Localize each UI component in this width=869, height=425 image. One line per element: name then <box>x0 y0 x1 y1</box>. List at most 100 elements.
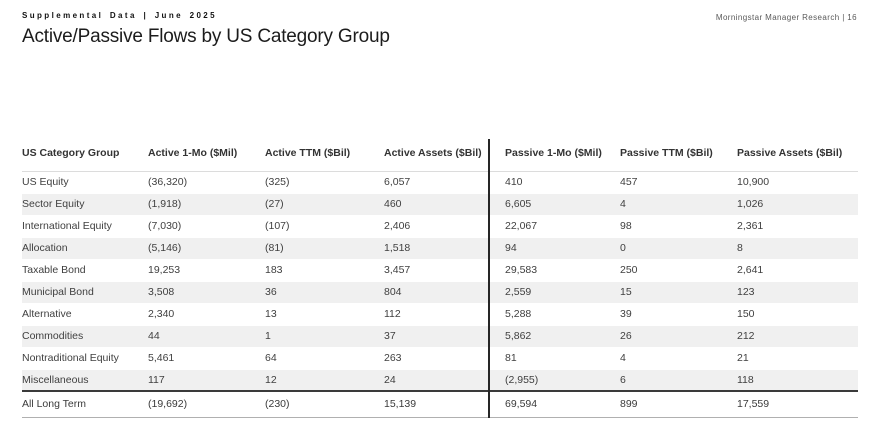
value-cell: 263 <box>384 351 402 364</box>
category-cell: Commodities <box>22 324 148 348</box>
value-cell: 15 <box>620 280 737 304</box>
category-cell: Allocation <box>22 236 148 260</box>
table-row: Miscellaneous 117 12 24 (2,955) 6 118 <box>22 368 858 392</box>
value-cell: 39 <box>620 307 632 320</box>
column-header: Passive 1-Mo ($Mil) <box>505 140 620 172</box>
value-cell: 12 <box>265 368 384 392</box>
value-cell: 2,361 <box>737 219 764 232</box>
value-cell: 2,406 <box>384 219 411 232</box>
total-value-cell: 17,559 <box>737 390 858 418</box>
value-cell: (81) <box>265 236 384 260</box>
category-cell: Municipal Bond <box>22 280 148 304</box>
value-cell: 1,026 <box>737 192 858 216</box>
table-row: Nontraditional Equity 5,461 64 263 81 4 21 <box>22 347 858 369</box>
value-cell: (107) <box>265 219 290 232</box>
value-cell: 212 <box>737 324 858 348</box>
column-header: Passive TTM ($Bil) <box>620 140 737 172</box>
table-row: US Equity (36,320) (325) 6,057 410 457 10,900 <box>22 171 858 193</box>
value-cell: 4 <box>620 192 737 216</box>
value-cell: (36,320) <box>148 175 188 188</box>
page-reference: Morningstar Manager Research | 16 <box>715 13 857 22</box>
value-cell: 94 <box>505 236 620 260</box>
value-cell: 19,253 <box>148 263 181 276</box>
table-row: International Equity (7,030) (107) 2,406 22,… <box>22 215 858 237</box>
value-cell: 410 <box>505 175 523 188</box>
value-cell: 64 <box>265 351 277 364</box>
total-value-cell: (19,692) <box>148 390 265 418</box>
flows-table: US Category Group Active 1-Mo ($Mil) Activ… <box>22 140 858 418</box>
table-row: Sector Equity (1,918) (27) 460 6,605 4 1,026 <box>22 192 858 216</box>
value-cell: 26 <box>620 324 737 348</box>
page-title: Active/Passive Flows by US Category Grou… <box>22 26 390 47</box>
value-cell: 250 <box>620 263 638 276</box>
column-header: US Category Group <box>22 140 148 172</box>
value-cell: 6,605 <box>505 192 620 216</box>
total-value-cell: 69,594 <box>505 390 620 418</box>
value-cell: 1 <box>265 324 384 348</box>
value-cell: 0 <box>620 236 737 260</box>
table-body: US Equity (36,320) (325) 6,057 410 457 10,900 S… <box>22 171 858 392</box>
value-cell: (5,146) <box>148 236 265 260</box>
value-cell: 10,900 <box>737 175 770 188</box>
value-cell: 804 <box>384 280 505 304</box>
value-cell: (7,030) <box>148 219 182 232</box>
value-cell: (325) <box>265 175 290 188</box>
value-cell: 24 <box>384 368 505 392</box>
category-cell: Nontraditional Equity <box>22 351 119 364</box>
category-cell: International Equity <box>22 219 112 232</box>
value-cell: 117 <box>148 368 265 392</box>
category-cell: Taxable Bond <box>22 263 86 276</box>
value-cell: 3,457 <box>384 263 411 276</box>
value-cell: 457 <box>620 175 638 188</box>
value-cell: (1,918) <box>148 192 265 216</box>
column-header: Active TTM ($Bil) <box>265 140 384 172</box>
value-cell: 36 <box>265 280 384 304</box>
value-cell: 2,340 <box>148 307 175 320</box>
table-row: Commodities 44 1 37 5,862 26 212 <box>22 324 858 348</box>
value-cell: 6,057 <box>384 175 411 188</box>
value-cell: 460 <box>384 192 505 216</box>
table-row: Taxable Bond 19,253 183 3,457 29,583 250 2,641 <box>22 259 858 281</box>
total-value-cell: 899 <box>620 390 737 418</box>
value-cell: 44 <box>148 324 265 348</box>
value-cell: 22,067 <box>505 219 538 232</box>
total-category-cell: All Long Term <box>22 390 148 418</box>
value-cell: 6 <box>620 368 737 392</box>
category-cell: Alternative <box>22 307 72 320</box>
total-row: All Long Term (19,692) (230) 15,139 69,594 89… <box>22 390 858 418</box>
value-cell: 183 <box>265 263 283 276</box>
report-kicker: Supplemental Data | June 2025 <box>22 11 217 20</box>
value-cell: 2,641 <box>737 263 764 276</box>
value-cell: (2,955) <box>505 368 620 392</box>
value-cell: 4 <box>620 351 626 364</box>
category-cell: US Equity <box>22 175 69 188</box>
value-cell: 81 <box>505 351 517 364</box>
value-cell: 118 <box>737 368 858 392</box>
total-value-cell: 15,139 <box>384 390 505 418</box>
value-cell: 150 <box>737 307 755 320</box>
value-cell: 98 <box>620 219 632 232</box>
value-cell: 8 <box>737 236 858 260</box>
table-row: Alternative 2,340 13 112 5,288 39 150 <box>22 303 858 325</box>
value-cell: 1,518 <box>384 236 505 260</box>
value-cell: 112 <box>384 307 401 320</box>
value-cell: 3,508 <box>148 280 265 304</box>
value-cell: (27) <box>265 192 384 216</box>
value-cell: 29,583 <box>505 263 538 276</box>
value-cell: 37 <box>384 324 505 348</box>
category-cell: Sector Equity <box>22 192 148 216</box>
column-header: Active Assets ($Bil) <box>384 140 505 172</box>
category-cell: Miscellaneous <box>22 368 148 392</box>
value-cell: 123 <box>737 280 858 304</box>
column-header: Active 1-Mo ($Mil) <box>148 140 265 172</box>
table-row: Allocation (5,146) (81) 1,518 94 0 8 <box>22 236 858 260</box>
value-cell: 5,288 <box>505 307 532 320</box>
value-cell: 5,461 <box>148 351 175 364</box>
value-cell: 21 <box>737 351 749 364</box>
table-header-row: US Category Group Active 1-Mo ($Mil) Activ… <box>22 140 858 172</box>
total-value-cell: (230) <box>265 390 384 418</box>
value-cell: 5,862 <box>505 324 620 348</box>
table-row: Municipal Bond 3,508 36 804 2,559 15 123 <box>22 280 858 304</box>
column-header: Passive Assets ($Bil) <box>737 140 858 172</box>
